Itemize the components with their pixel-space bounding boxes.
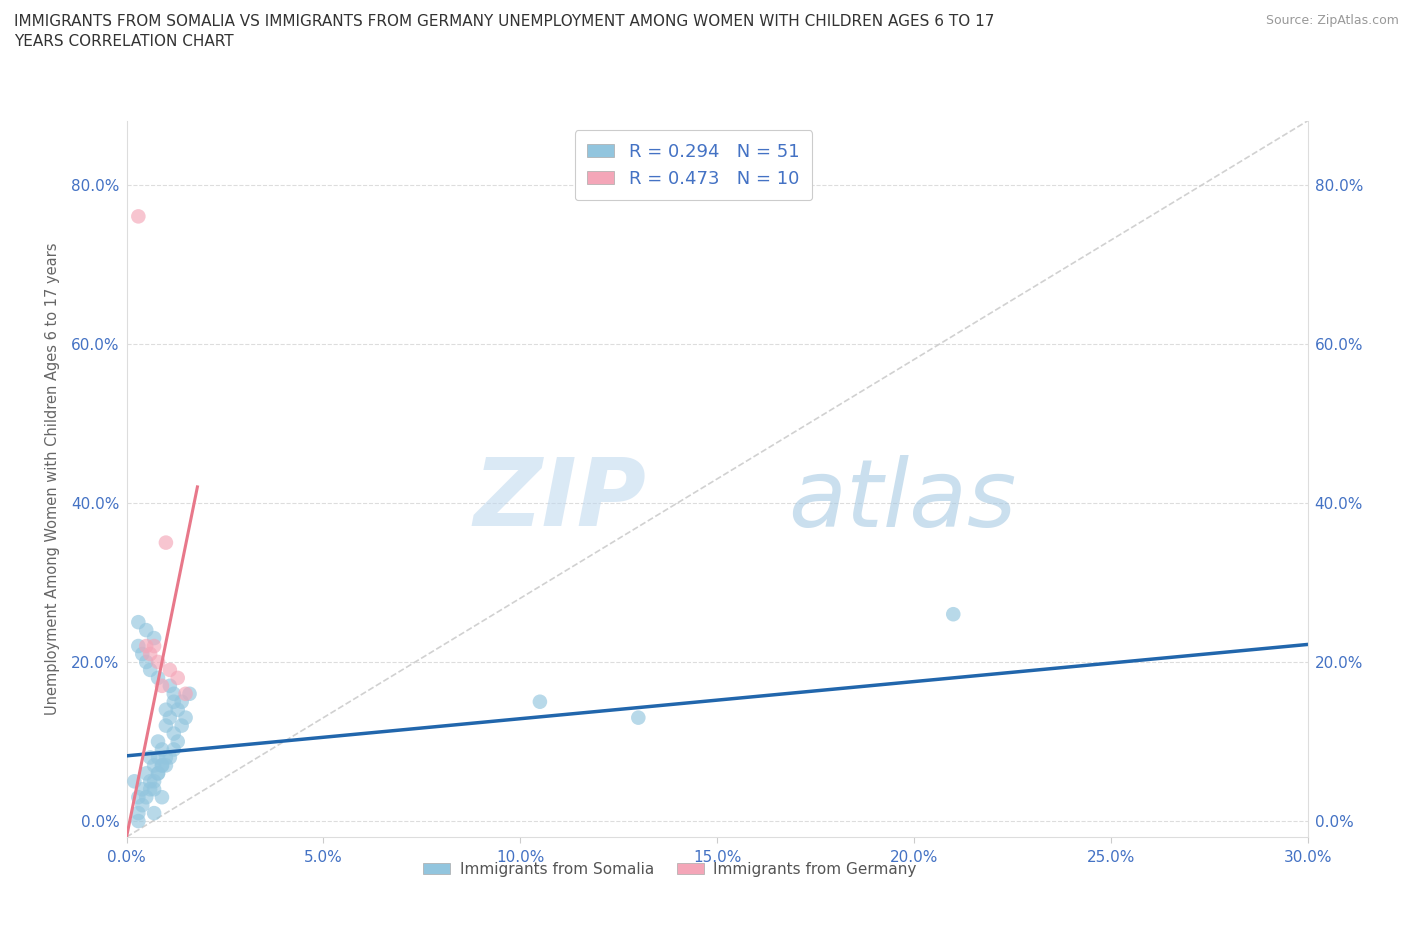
Text: Source: ZipAtlas.com: Source: ZipAtlas.com (1265, 14, 1399, 27)
Point (627, 711, 650, 725)
Point (942, 606, 965, 621)
Point (146, 766, 169, 781)
Point (155, 702, 177, 717)
Point (131, 798, 153, 813)
Point (163, 686, 186, 701)
Point (146, 750, 169, 764)
Point (143, 805, 166, 820)
Point (170, 695, 193, 710)
Point (139, 646, 162, 661)
Point (150, 758, 173, 773)
Point (174, 686, 197, 701)
Y-axis label: Unemployment Among Women with Children Ages 6 to 17 years: Unemployment Among Women with Children A… (45, 243, 60, 715)
Point (131, 782, 153, 797)
Point (166, 734, 188, 749)
Point (135, 790, 157, 804)
Point (146, 766, 169, 781)
Point (139, 782, 162, 797)
Text: IMMIGRANTS FROM SOMALIA VS IMMIGRANTS FROM GERMANY UNEMPLOYMENT AMONG WOMEN WITH: IMMIGRANTS FROM SOMALIA VS IMMIGRANTS FR… (14, 14, 994, 48)
Point (174, 711, 197, 725)
Point (124, 774, 146, 789)
Point (135, 623, 157, 638)
Point (139, 750, 162, 764)
Point (150, 678, 173, 693)
Point (135, 766, 157, 781)
Point (529, 695, 551, 710)
Point (127, 639, 149, 654)
Point (166, 702, 188, 717)
Point (127, 615, 149, 630)
Point (150, 790, 173, 804)
Point (166, 671, 188, 685)
Point (159, 662, 181, 677)
Point (155, 750, 177, 764)
Point (143, 782, 166, 797)
Point (179, 686, 201, 701)
Point (150, 758, 173, 773)
Point (146, 655, 169, 670)
Point (139, 774, 162, 789)
Point (143, 758, 166, 773)
Point (159, 711, 181, 725)
Point (159, 678, 181, 693)
Point (146, 671, 169, 685)
Point (131, 646, 153, 661)
Point (143, 774, 166, 789)
Point (127, 209, 149, 224)
Point (155, 718, 177, 733)
Point (127, 790, 149, 804)
Point (135, 655, 157, 670)
Point (163, 695, 186, 710)
Point (127, 814, 149, 829)
Point (155, 535, 177, 550)
Point (163, 742, 186, 757)
Point (139, 662, 162, 677)
Point (127, 805, 149, 820)
Point (163, 726, 186, 741)
Point (135, 639, 157, 654)
Point (143, 631, 166, 645)
Point (143, 639, 166, 654)
Point (170, 718, 193, 733)
Text: ZIP: ZIP (474, 455, 647, 547)
Point (155, 758, 177, 773)
Point (159, 750, 181, 764)
Text: atlas: atlas (787, 455, 1017, 546)
Point (146, 734, 169, 749)
Point (150, 742, 173, 757)
Legend: Immigrants from Somalia, Immigrants from Germany: Immigrants from Somalia, Immigrants from… (416, 856, 922, 884)
